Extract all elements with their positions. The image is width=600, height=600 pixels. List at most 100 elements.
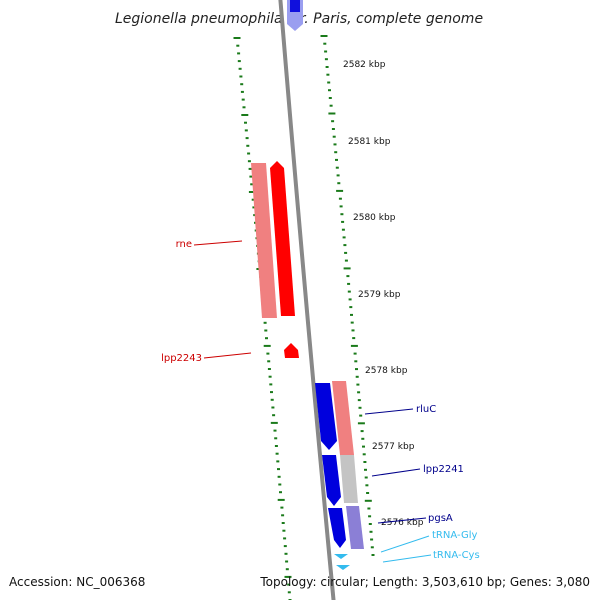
minor-tick bbox=[265, 337, 268, 340]
minor-tick bbox=[251, 198, 255, 201]
tRNA-Cys-leader bbox=[382, 554, 432, 563]
minor-tick bbox=[339, 205, 343, 208]
lpp2241-cds-arrow[interactable] bbox=[322, 455, 341, 506]
minor-tick bbox=[341, 228, 345, 231]
minor-tick bbox=[287, 583, 291, 586]
minor-tick bbox=[248, 167, 252, 170]
ruler-tick-label: 2579 kbp bbox=[358, 290, 401, 300]
minor-tick bbox=[347, 290, 351, 293]
minor-tick bbox=[267, 368, 271, 370]
minor-tick bbox=[355, 375, 359, 378]
minor-tick bbox=[237, 52, 241, 55]
tRNA-Gly-leader bbox=[380, 535, 430, 553]
minor-tick bbox=[244, 129, 248, 132]
tRNA-Gly-marker[interactable] bbox=[334, 554, 348, 559]
minor-tick bbox=[365, 484, 369, 487]
minor-tick bbox=[267, 360, 271, 363]
minor-tick bbox=[336, 174, 340, 177]
minor-tick bbox=[364, 468, 367, 471]
minor-tick bbox=[370, 546, 374, 549]
minor-tick bbox=[276, 460, 280, 463]
minor-tick bbox=[252, 206, 256, 209]
minor-tick bbox=[287, 591, 291, 594]
minor-tick bbox=[240, 90, 244, 93]
minor-tick bbox=[342, 236, 346, 239]
gene-label-pgsA[interactable]: pgsA bbox=[428, 513, 453, 524]
minor-tick bbox=[244, 121, 247, 124]
minor-tick bbox=[263, 321, 267, 324]
lpp2243-cds-arrow[interactable] bbox=[284, 343, 299, 358]
major-tick bbox=[248, 191, 256, 193]
minor-tick bbox=[323, 42, 327, 45]
minor-tick bbox=[366, 492, 370, 494]
rluC-cds-arrow[interactable] bbox=[315, 383, 337, 450]
minor-tick bbox=[277, 468, 280, 471]
left-tick-track bbox=[233, 37, 292, 600]
minor-tick bbox=[268, 375, 272, 378]
minor-tick bbox=[341, 220, 345, 223]
minor-tick bbox=[346, 275, 350, 278]
ruler-tick-label: 2578 kbp bbox=[365, 366, 408, 376]
minor-tick bbox=[350, 321, 354, 324]
minor-tick bbox=[361, 437, 365, 440]
minor-tick bbox=[357, 391, 361, 394]
minor-tick bbox=[280, 506, 284, 509]
minor-tick bbox=[344, 251, 348, 254]
minor-tick bbox=[324, 58, 328, 61]
gene-labels: rne lpp2243 rluC lpp2241 pgsA tRNA-Gly t… bbox=[161, 239, 480, 561]
right-tick-track bbox=[320, 35, 375, 556]
minor-tick bbox=[360, 430, 364, 433]
minor-tick bbox=[350, 313, 353, 316]
ruler-tick-label: 2581 kbp bbox=[348, 137, 391, 147]
lpp2241-feature-block[interactable] bbox=[340, 455, 358, 503]
minor-tick bbox=[356, 383, 360, 386]
minor-tick bbox=[270, 391, 273, 394]
rluC-feature-block[interactable] bbox=[332, 381, 354, 455]
minor-tick bbox=[331, 120, 335, 123]
backbone-line bbox=[278, 0, 336, 600]
minor-tick bbox=[368, 523, 372, 525]
minor-tick bbox=[325, 66, 329, 68]
pgsA-leader bbox=[377, 517, 427, 524]
minor-tick bbox=[238, 67, 242, 70]
minor-tick bbox=[353, 352, 357, 355]
gene-label-rluC[interactable]: rluC bbox=[416, 404, 436, 415]
rne-leader bbox=[193, 240, 243, 246]
minor-tick bbox=[331, 128, 335, 130]
major-tick bbox=[357, 422, 365, 425]
minor-tick bbox=[326, 73, 330, 76]
ruler-tick-label: 2577 kbp bbox=[372, 442, 415, 452]
minor-tick bbox=[241, 98, 245, 101]
minor-tick bbox=[250, 183, 254, 186]
minor-tick bbox=[266, 352, 270, 355]
tRNA-Cys-marker[interactable] bbox=[336, 565, 350, 570]
minor-tick bbox=[328, 89, 331, 92]
minor-tick bbox=[344, 259, 348, 262]
gene-label-lpp2241[interactable]: lpp2241 bbox=[423, 464, 464, 475]
minor-tick bbox=[281, 514, 285, 517]
minor-tick bbox=[358, 406, 362, 409]
minor-tick bbox=[283, 537, 287, 540]
gene-label-lpp2243[interactable]: lpp2243 bbox=[161, 353, 202, 364]
gene-label-rne[interactable]: rne bbox=[176, 239, 192, 250]
pgsA-feature-block[interactable] bbox=[346, 506, 364, 549]
minor-tick bbox=[285, 568, 289, 571]
minor-tick bbox=[274, 437, 278, 440]
pgsA-cds-arrow[interactable] bbox=[328, 508, 346, 548]
gene-label-tRNA-Gly[interactable]: tRNA-Gly bbox=[432, 530, 477, 541]
major-tick bbox=[263, 344, 271, 347]
minor-tick bbox=[247, 160, 251, 163]
minor-tick bbox=[347, 282, 351, 285]
major-tick bbox=[320, 35, 328, 37]
minor-tick bbox=[279, 491, 282, 494]
minor-tick bbox=[337, 182, 341, 185]
rne-cds-arrow[interactable] bbox=[270, 161, 295, 316]
gene-label-leaders bbox=[193, 240, 432, 563]
minor-tick bbox=[348, 298, 352, 301]
rne-feature-block[interactable] bbox=[251, 163, 277, 318]
minor-tick bbox=[369, 530, 373, 533]
minor-tick bbox=[368, 515, 372, 518]
accession-label: Accession: NC_006368 bbox=[9, 575, 145, 589]
gene-label-tRNA-Cys[interactable]: tRNA-Cys bbox=[433, 550, 480, 561]
